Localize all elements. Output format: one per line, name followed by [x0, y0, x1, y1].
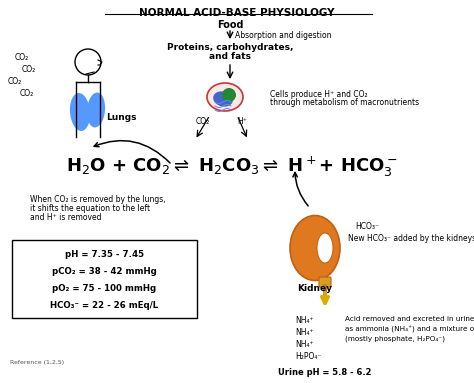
Circle shape: [75, 49, 101, 75]
FancyBboxPatch shape: [319, 277, 331, 287]
Text: and fats: and fats: [209, 52, 251, 61]
Text: NH₄⁺: NH₄⁺: [295, 328, 314, 337]
Text: as ammonia (NH₄⁺) and a mixture of other acids: as ammonia (NH₄⁺) and a mixture of other…: [345, 326, 474, 333]
Text: NH₄⁺: NH₄⁺: [295, 340, 314, 349]
Text: NH₄⁺: NH₄⁺: [295, 316, 314, 325]
Text: HCO₃⁻: HCO₃⁻: [355, 222, 379, 231]
Text: CO₂: CO₂: [15, 54, 29, 62]
Text: New HCO₃⁻ added by the kidneys: New HCO₃⁻ added by the kidneys: [348, 234, 474, 243]
Text: and H⁺ is removed: and H⁺ is removed: [30, 213, 101, 222]
Ellipse shape: [317, 233, 333, 263]
Text: Urine pH = 5.8 - 6.2: Urine pH = 5.8 - 6.2: [278, 368, 372, 377]
Text: pH = 7.35 - 7.45: pH = 7.35 - 7.45: [65, 250, 144, 259]
FancyArrowPatch shape: [293, 172, 308, 206]
Text: Cells produce H⁺ and CO₂: Cells produce H⁺ and CO₂: [270, 90, 368, 99]
Text: HCO₃⁻ = 22 - 26 mEq/L: HCO₃⁻ = 22 - 26 mEq/L: [50, 301, 159, 310]
Text: Proteins, carbohydrates,: Proteins, carbohydrates,: [167, 43, 293, 52]
Text: When CO₂ is removed by the lungs,: When CO₂ is removed by the lungs,: [30, 195, 165, 204]
Text: through metabolism of macronutrients: through metabolism of macronutrients: [270, 98, 419, 107]
Text: pO₂ = 75 - 100 mmHg: pO₂ = 75 - 100 mmHg: [53, 284, 156, 293]
Text: Absorption and digestion: Absorption and digestion: [235, 31, 331, 39]
Text: CO₂: CO₂: [196, 118, 210, 126]
Text: it shifts the equation to the left: it shifts the equation to the left: [30, 204, 150, 213]
Ellipse shape: [213, 91, 233, 107]
Text: NORMAL ACID-BASE PHYSIOLOGY: NORMAL ACID-BASE PHYSIOLOGY: [139, 8, 335, 18]
FancyArrowPatch shape: [94, 141, 170, 163]
Text: Lungs: Lungs: [106, 113, 137, 121]
Text: Acid removed and excreted in urine primarily: Acid removed and excreted in urine prima…: [345, 316, 474, 322]
Ellipse shape: [70, 93, 90, 131]
Circle shape: [222, 88, 236, 102]
Ellipse shape: [290, 216, 340, 280]
Ellipse shape: [207, 83, 243, 111]
Ellipse shape: [87, 93, 105, 128]
Text: Food: Food: [217, 20, 243, 30]
Text: (mostly phosphate, H₂PO₄⁻): (mostly phosphate, H₂PO₄⁻): [345, 336, 445, 342]
Text: Reference (1,2,5): Reference (1,2,5): [10, 360, 64, 365]
Text: CO₂: CO₂: [22, 65, 36, 75]
Text: H⁺: H⁺: [237, 118, 247, 126]
Text: pCO₂ = 38 - 42 mmHg: pCO₂ = 38 - 42 mmHg: [52, 267, 157, 276]
Text: CO₂: CO₂: [8, 77, 22, 87]
Text: CO₂: CO₂: [20, 90, 34, 98]
Text: H$_2$O + CO$_2$$\rightleftharpoons$ H$_2$CO$_3$$\rightleftharpoons$ H$^+$+ HCO$_: H$_2$O + CO$_2$$\rightleftharpoons$ H$_2…: [66, 155, 398, 179]
FancyBboxPatch shape: [12, 240, 197, 318]
Text: H₂PO₄⁻: H₂PO₄⁻: [295, 352, 321, 361]
Text: Kidney: Kidney: [298, 284, 332, 293]
